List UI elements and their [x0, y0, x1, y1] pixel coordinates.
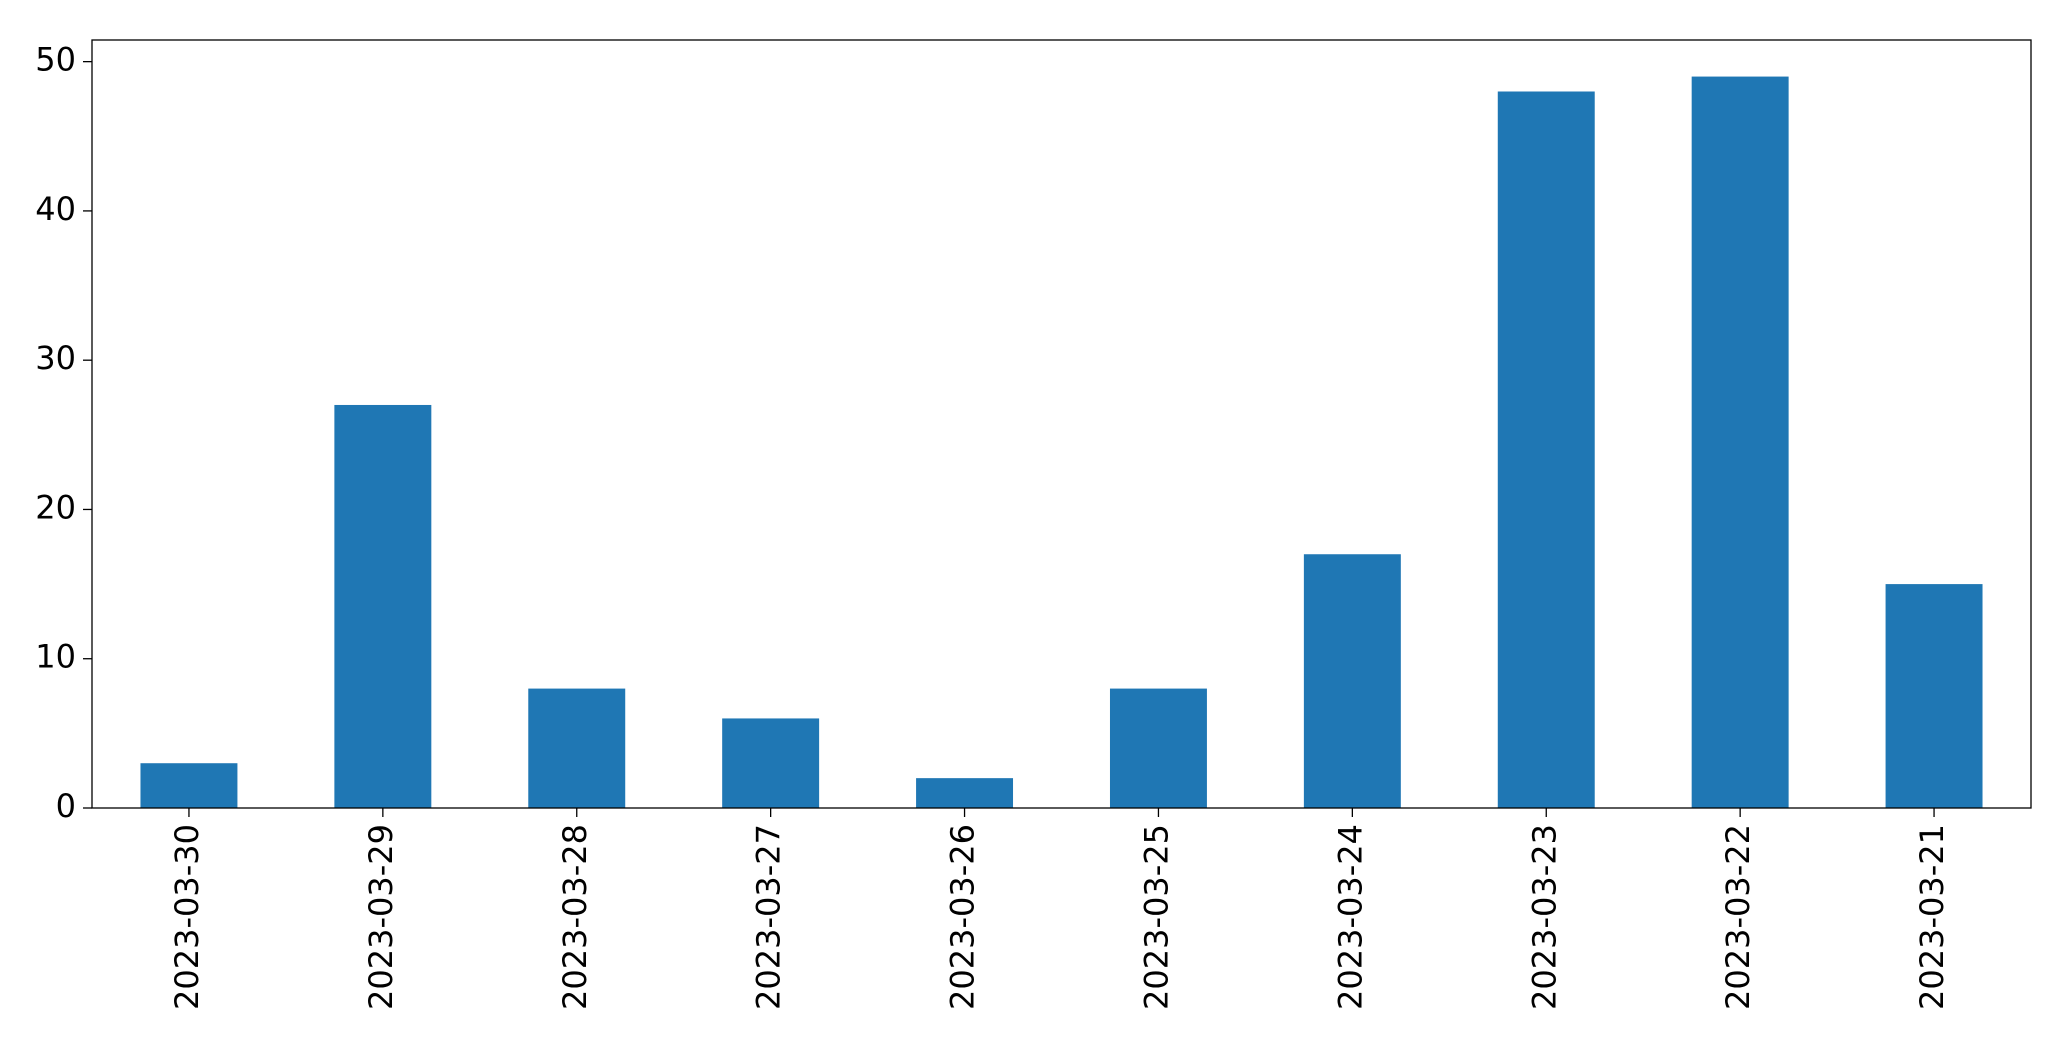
- x-tick-label: 2023-03-21: [1913, 824, 1951, 1010]
- bar: [1691, 76, 1789, 809]
- y-tick-label: 0: [56, 787, 76, 825]
- y-tick-label: 40: [35, 190, 76, 228]
- y-tick-label: 20: [35, 488, 76, 526]
- bar: [722, 718, 820, 808]
- bar: [528, 688, 626, 808]
- x-tick-label: 2023-03-29: [362, 824, 400, 1010]
- bar: [916, 778, 1014, 808]
- y-tick-label: 30: [35, 339, 76, 377]
- x-tick-label: 2023-03-28: [556, 824, 594, 1010]
- x-tick-label: 2023-03-25: [1137, 824, 1175, 1010]
- x-tick-label: 2023-03-24: [1331, 824, 1369, 1010]
- bar: [1109, 688, 1207, 808]
- x-tick-label: 2023-03-22: [1719, 824, 1757, 1010]
- x-tick-label: 2023-03-26: [944, 824, 982, 1010]
- x-tick-label: 2023-03-30: [168, 824, 206, 1010]
- plot-frame: [91, 39, 2032, 809]
- y-tick-label: 50: [35, 41, 76, 79]
- x-tick-label: 2023-03-27: [750, 824, 788, 1010]
- bar: [334, 404, 432, 808]
- y-tick-label: 10: [35, 638, 76, 676]
- bar: [140, 763, 238, 808]
- x-tick-label: 2023-03-23: [1525, 824, 1563, 1010]
- bar: [1303, 554, 1401, 808]
- bar: [1885, 584, 1983, 808]
- bar: [1497, 91, 1595, 809]
